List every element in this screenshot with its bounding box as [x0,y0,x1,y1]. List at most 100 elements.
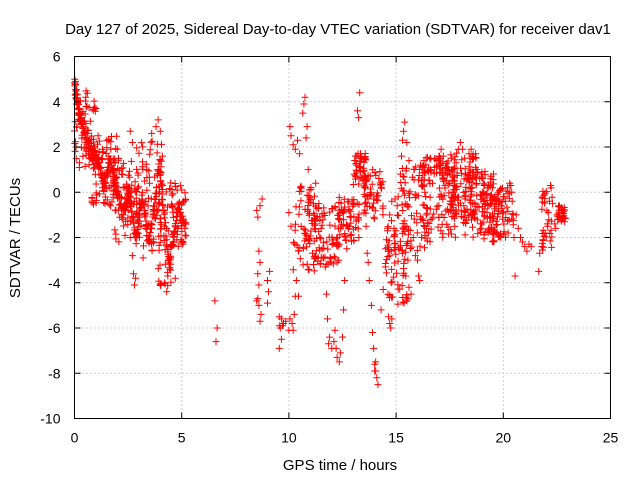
data-point [445,189,453,197]
data-point [499,215,507,223]
data-point [341,230,349,238]
data-point [403,222,411,230]
data-point [126,167,133,175]
data-point [174,242,182,250]
data-point [377,306,385,314]
data-point [424,219,432,227]
data-point [416,242,424,250]
data-point [500,220,508,228]
data-point [266,267,274,275]
data-point [303,260,311,268]
data-point [256,258,264,266]
data-point [164,268,172,276]
data-point [426,238,434,246]
data-point [349,225,357,233]
data-point [468,168,476,176]
data-point [135,149,143,157]
data-point [336,231,344,239]
y-tick-label: 6 [53,49,61,65]
data-point [539,246,546,254]
data-point [340,306,348,314]
data-point [432,205,440,213]
data-point [157,232,165,240]
data-point [390,273,398,281]
data-point [294,136,301,144]
data-point [155,246,163,254]
data-point [363,249,371,257]
data-point [163,288,171,296]
data-point [379,204,387,212]
data-point [89,106,97,114]
data-point [355,180,363,188]
data-point [472,154,480,162]
data-point [402,167,410,175]
data-point [405,189,413,197]
data-point [148,137,156,145]
data-point [394,300,402,308]
data-point [419,217,427,224]
data-point [71,118,79,126]
data-point [213,324,221,332]
data-point [339,222,347,230]
data-point [287,222,295,230]
data-point [124,206,132,214]
data-point [253,297,261,305]
data-point [436,168,444,176]
data-point [462,183,470,191]
data-point [89,149,97,156]
data-point [413,246,421,254]
data-point [437,227,445,235]
data-point [335,211,342,219]
y-axis-label: SDTVAR / TECUs [7,178,24,298]
data-point [401,255,409,263]
data-point [367,190,375,198]
data-point [481,213,489,221]
x-axis-ticks: 0 5 10 15 20 25 [71,56,619,446]
data-point [351,157,359,164]
data-point [121,184,129,192]
data-point [361,182,368,190]
data-point [467,145,475,153]
data-point [494,233,502,241]
data-point [436,154,444,162]
data-point [301,230,309,238]
data-point [483,189,491,197]
data-point [305,265,313,273]
data-point [396,285,404,293]
data-point [387,279,395,287]
data-point [427,225,435,233]
x-tick-label: 25 [603,430,619,446]
data-point [343,245,351,253]
data-point [357,150,364,158]
data-point [142,160,150,168]
data-point [376,181,384,189]
data-point [492,217,500,225]
data-point [301,205,309,213]
y-tick-label: -6 [48,320,61,336]
data-point [416,213,424,221]
data-point [464,212,472,220]
data-point [137,222,145,230]
data-point [485,224,493,232]
data-point [150,235,158,243]
data-point [399,172,407,180]
data-point [123,180,131,188]
data-point [156,156,164,164]
data-point [297,183,304,191]
data-point [318,221,326,229]
data-point [455,201,462,209]
data-point [142,225,150,232]
data-point [509,216,517,224]
data-point [539,237,547,244]
data-point [496,198,504,205]
data-point [158,195,166,203]
data-point [300,225,308,233]
data-point [171,274,179,282]
data-point [370,215,378,223]
data-point [288,320,296,327]
data-point [408,212,415,220]
data-point [404,256,412,264]
data-point [86,155,94,163]
data-point [295,210,303,218]
data-point [367,301,375,309]
